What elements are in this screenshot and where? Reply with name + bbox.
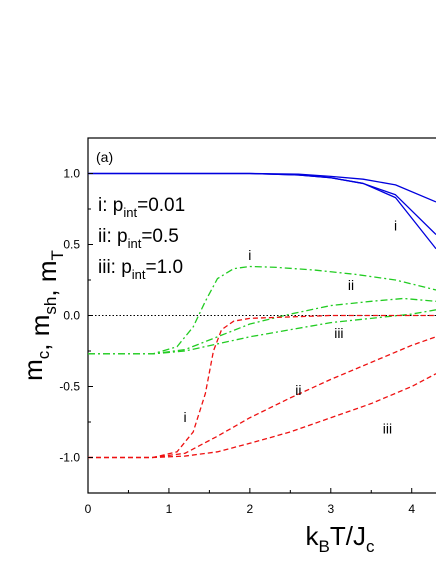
curve-label: i	[394, 217, 397, 233]
curve-label: iii	[383, 420, 392, 436]
curve-label: i	[248, 247, 251, 263]
y-tick-label: 0.5	[63, 238, 80, 252]
series-m-T-iii	[88, 309, 436, 355]
curve-label: i	[184, 409, 187, 425]
x-tick-label: 2	[247, 502, 254, 516]
x-axis-title: kBT/Jc	[306, 521, 375, 556]
x-tick-label: 1	[166, 502, 173, 516]
series-m-c-iii	[88, 172, 436, 203]
y-tick-label: 1.0	[63, 167, 80, 181]
legend-entry: i: pint=0.01	[98, 195, 185, 220]
ticks-layer: 0 1 2 3 4 -1.0 -0.5 0.0 0.5 1.0	[59, 167, 415, 517]
curve-label: ii	[295, 382, 301, 398]
y-tick-label: -1.0	[59, 451, 80, 465]
series-m-sh-iii	[88, 373, 436, 459]
x-tick-label: 3	[327, 502, 334, 516]
legend-entry: iii: pint=1.0	[98, 257, 183, 282]
series-m-T-ii	[88, 297, 436, 355]
x-tick-label: 4	[408, 502, 415, 516]
panel-label: (a)	[96, 149, 113, 165]
y-tick-label: 0.0	[63, 309, 80, 323]
legend-text-block: i: pint=0.01 ii: pint=0.5 iii: pint=1.0	[98, 195, 185, 282]
legend-entry: ii: pint=0.5	[98, 226, 179, 251]
series-layer	[88, 172, 436, 459]
curve-label: ii	[348, 277, 354, 293]
series-m-sh-ii	[88, 336, 436, 459]
y-axis-title: mc, msh, mT	[18, 250, 67, 381]
y-tick-label: -0.5	[59, 380, 80, 394]
series-m-T-i	[88, 265, 436, 355]
curve-label: iii	[334, 325, 343, 341]
x-tick-label: 0	[85, 502, 92, 516]
